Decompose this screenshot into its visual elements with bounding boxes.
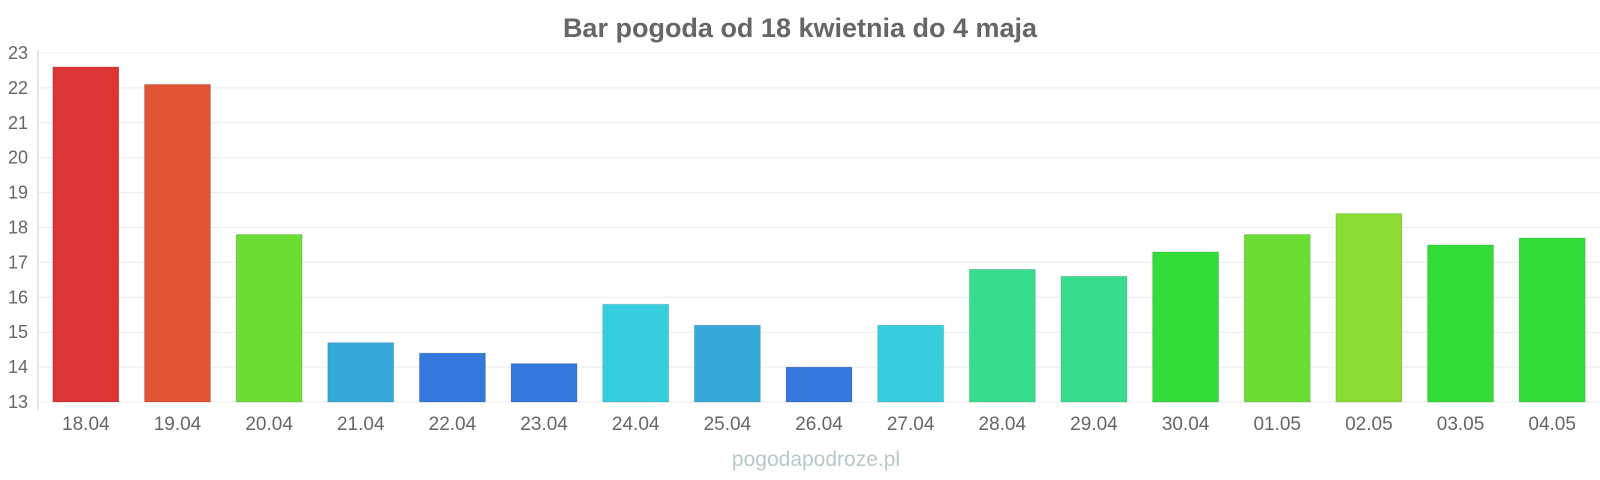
y-tick-label: 22 xyxy=(8,78,28,98)
x-tick-label: 21.04 xyxy=(337,414,385,435)
y-tick-label: 15 xyxy=(8,322,28,342)
x-tick-label: 24.04 xyxy=(612,414,660,435)
bar-20.04 xyxy=(235,233,303,403)
bars xyxy=(52,66,1586,403)
x-tick-label: 02.05 xyxy=(1345,414,1393,435)
x-tick-label: 27.04 xyxy=(887,414,935,435)
x-tick-label: 30.04 xyxy=(1162,414,1210,435)
x-tick-label: 25.04 xyxy=(704,414,752,435)
x-tick-label: 01.05 xyxy=(1253,414,1301,435)
y-tick-label: 14 xyxy=(8,357,28,377)
y-tick-label: 20 xyxy=(8,148,28,168)
x-tick-label: 26.04 xyxy=(795,414,843,435)
x-tick-label: 22.04 xyxy=(429,414,477,435)
x-tick-label: 23.04 xyxy=(520,414,568,435)
x-tick-label: 04.05 xyxy=(1528,414,1576,435)
x-tick-label: 19.04 xyxy=(154,414,202,435)
x-tick-label: 29.04 xyxy=(1070,414,1118,435)
bar-01.05 xyxy=(1243,233,1311,403)
x-tick-label: 18.04 xyxy=(62,414,110,435)
bar-03.05 xyxy=(1427,244,1495,403)
y-tick-label: 16 xyxy=(8,287,28,307)
chart-title: Bar pogoda od 18 kwietnia do 4 maja xyxy=(563,13,1038,43)
bar-29.04 xyxy=(1060,275,1128,403)
y-tick-label: 19 xyxy=(8,183,28,203)
y-tick-label: 21 xyxy=(8,113,28,133)
bar-21.04 xyxy=(327,342,395,403)
bar-18.04 xyxy=(52,66,120,403)
bar-27.04 xyxy=(877,324,945,403)
y-tick-label: 18 xyxy=(8,218,28,238)
x-tick-label: 03.05 xyxy=(1437,414,1485,435)
x-axis-ticks: 18.04 19.04 20.04 21.04 22.04 23.04 24.04 25.04… xyxy=(62,414,1576,435)
bar-26.04 xyxy=(785,366,853,403)
y-axis-ticks: 13 14 15 16 17 18 19 20 21 22 23 xyxy=(8,43,28,412)
x-tick-label: 20.04 xyxy=(245,414,293,435)
bar-30.04 xyxy=(1152,251,1220,403)
bar-04.05 xyxy=(1518,237,1586,403)
bar-28.04 xyxy=(968,268,1036,403)
credit-text: pogodapodroze.pl xyxy=(732,448,900,471)
bar-23.04 xyxy=(510,363,578,403)
bar-25.04 xyxy=(693,324,761,403)
y-tick-label: 17 xyxy=(8,252,28,272)
y-tick-label: 13 xyxy=(8,392,28,412)
bar-22.04 xyxy=(418,352,486,403)
bar-24.04 xyxy=(602,303,670,403)
bar-19.04 xyxy=(143,83,211,403)
x-tick-label: 28.04 xyxy=(979,414,1027,435)
y-tick-label: 23 xyxy=(8,43,28,63)
bar-02.05 xyxy=(1335,213,1403,403)
